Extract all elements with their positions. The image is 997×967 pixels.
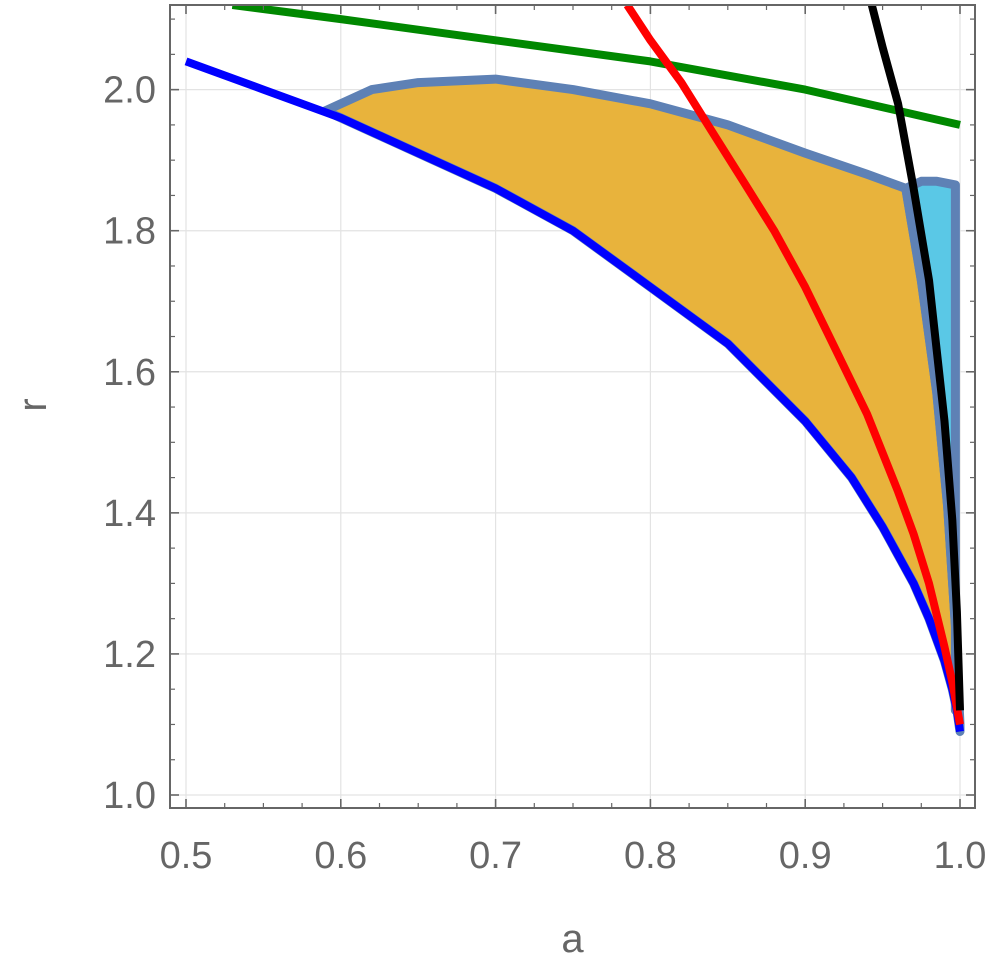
x-tick-label: 0.6 [314,835,367,877]
series-line-3 [231,5,961,129]
x-axis-label: a [561,917,584,961]
series-lines [184,5,964,733]
y-tick-label: 1.2 [103,634,156,676]
x-tick-label: 0.9 [779,835,832,877]
x-tick-label: 0.8 [624,835,677,877]
ticks: 0.5 0.6 0.7 0.8 0.9 1.0 1.0 1.2 1.4 1.6 1.8 2.0 [103,5,986,877]
y-tick-label: 2.0 [103,70,156,112]
series-line-2 [867,5,964,711]
x-tick-label: 0.7 [469,835,522,877]
y-tick-label: 1.6 [103,352,156,394]
series-line-1 [623,5,964,726]
y-tick-label: 1.4 [103,493,156,535]
x-tick-label: 1.0 [934,835,987,877]
y-tick-label: 1.0 [103,775,156,817]
y-tick-label: 1.8 [103,211,156,253]
y-axis-label: r [11,398,55,411]
x-tick-label: 0.5 [160,835,213,877]
